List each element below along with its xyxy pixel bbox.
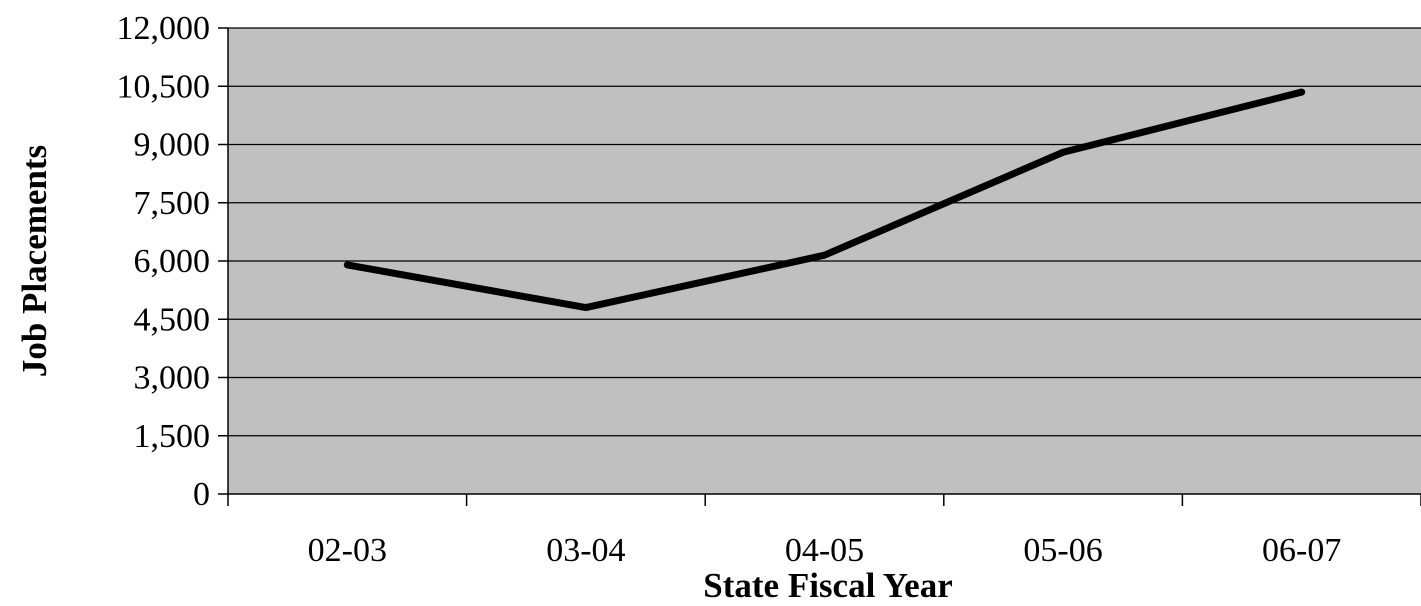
x-tick-label: 03-04 — [546, 532, 625, 569]
y-tick-label: 9,000 — [134, 127, 211, 164]
y-tick-label: 1,500 — [134, 418, 211, 455]
y-axis-title: Job Placements — [15, 145, 54, 377]
y-tick-label: 3,000 — [134, 360, 211, 397]
y-axis-ticks: 0 1,500 3,000 4,500 6,000 7,500 9,000 10,500 12,… — [117, 10, 228, 513]
x-tick-label: 06-07 — [1262, 532, 1341, 569]
y-tick-label: 6,000 — [134, 243, 211, 280]
x-tick-label: 05-06 — [1023, 532, 1102, 569]
series-line — [343, 88, 1306, 312]
x-axis-title: State Fiscal Year — [703, 566, 952, 605]
y-tick-label: 12,000 — [117, 10, 211, 47]
x-tick-label: 02-03 — [308, 532, 387, 569]
x-axis-ticks: 02-03 03-04 04-05 05-06 06-07 — [227, 494, 1421, 569]
x-tick-label: 04-05 — [785, 532, 864, 569]
y-tick-label: 7,500 — [134, 185, 211, 222]
gridlines — [228, 27, 1421, 437]
series-group — [343, 88, 1306, 312]
y-tick-label: 10,500 — [117, 68, 211, 105]
y-tick-label: 4,500 — [134, 301, 211, 338]
y-tick-label: 0 — [193, 476, 210, 513]
